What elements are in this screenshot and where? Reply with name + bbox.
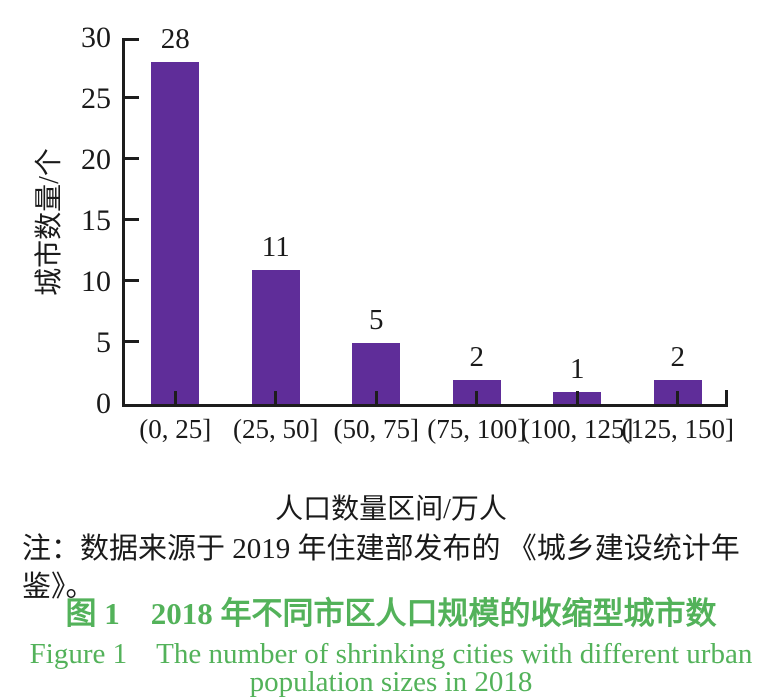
x-tick-label: (125, 150] <box>621 414 734 444</box>
figure-caption-en-line1: Figure 1 The number of shrinking cities … <box>29 638 753 670</box>
bar-value-label: 11 <box>261 230 290 263</box>
plot-area: 0 5 10 15 20 25 30 28 (0, 25] 11 (25, 50] 5 (50, 75]… <box>81 22 734 445</box>
figure-caption-zh: 图 1 2018 年不同市区人口规模的收缩型城市数 <box>65 596 717 631</box>
y-tick-label: 10 <box>81 265 111 298</box>
bar-value-label: 5 <box>369 304 384 336</box>
source-note: 注：数据来源于 2019 年住建部发布的 《城乡建设统计年鉴》。 <box>22 533 740 603</box>
x-tick-mark <box>173 391 177 404</box>
y-tick-mark <box>125 38 139 41</box>
x-axis-title: 人口数量区间/万人 <box>275 494 507 525</box>
y-tick-mark <box>125 157 139 160</box>
x-tick-mark <box>575 391 579 404</box>
x-tick-label: (25, 50] <box>233 414 319 444</box>
x-tick-mark <box>676 391 680 404</box>
y-tick-label: 30 <box>81 21 111 54</box>
x-tick-mark <box>374 391 378 404</box>
y-tick-label: 25 <box>81 82 111 115</box>
bar-value-label: 1 <box>570 352 585 385</box>
x-tick-label: (50, 75] <box>333 414 419 444</box>
y-tick-label: 20 <box>81 143 111 176</box>
y-tick-mark <box>125 279 139 282</box>
figure-caption-en-line2: population sizes in 2018 <box>249 666 533 698</box>
y-tick-mark <box>125 340 139 343</box>
y-tick-mark <box>125 218 139 221</box>
y-tick-label: 15 <box>81 204 111 237</box>
y-tick-label: 5 <box>96 326 111 359</box>
y-tick-label: 0 <box>96 387 111 420</box>
x-axis-end-tick <box>725 390 728 404</box>
y-tick-mark <box>125 96 139 99</box>
bar <box>251 269 300 404</box>
bar-chart: 城市数量/个 0 5 10 15 20 25 30 28 (0, 25] 11 (25, 50] 5(… <box>34 22 734 526</box>
bar <box>151 62 200 404</box>
x-tick-label: (75, 100] <box>427 414 527 444</box>
x-tick-mark <box>274 391 278 404</box>
x-tick-label: (100, 125] <box>521 414 634 444</box>
x-tick-mark <box>475 391 479 404</box>
x-tick-label: (0, 25] <box>139 414 212 444</box>
bar-value-label: 2 <box>469 340 485 373</box>
bar-value-label: 2 <box>670 340 686 373</box>
bar-value-label: 28 <box>160 23 190 56</box>
